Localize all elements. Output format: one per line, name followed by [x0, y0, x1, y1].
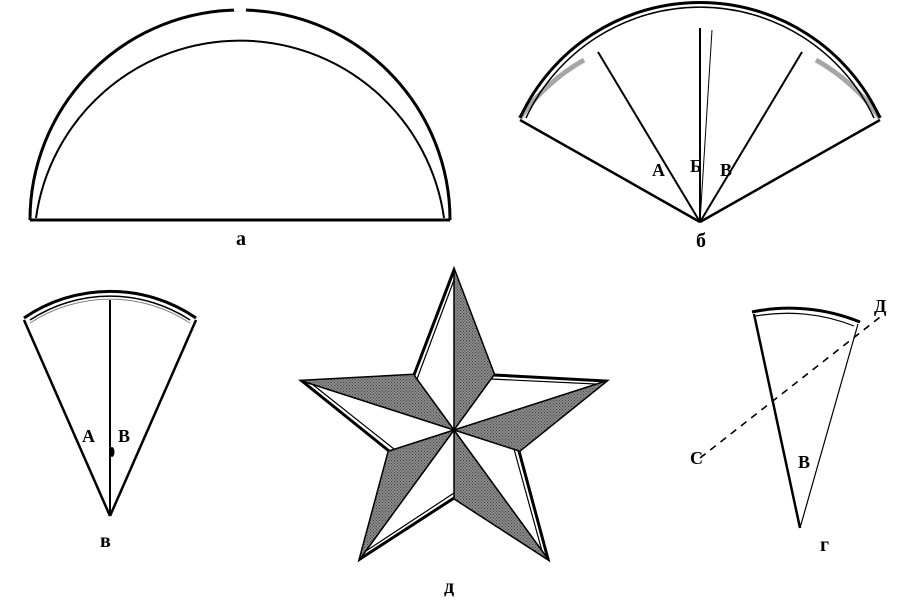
- b-letter-Б: Б: [690, 156, 702, 177]
- g-letter-В: В: [798, 452, 810, 473]
- panel-b: [520, 2, 880, 222]
- b-letter-A: А: [652, 160, 665, 181]
- panel-g: [700, 308, 884, 528]
- label-g: г: [820, 534, 829, 557]
- panel-v: [24, 291, 196, 516]
- v-letter-A: А: [82, 426, 95, 447]
- label-a: а: [236, 228, 246, 251]
- panel-a: [30, 10, 450, 220]
- label-d: д: [444, 576, 454, 599]
- g-letter-Д: Д: [874, 296, 886, 317]
- g-letter-С: С: [690, 448, 703, 469]
- v-letter-В: В: [118, 426, 130, 447]
- panel-d-star: [302, 270, 606, 559]
- label-b: б: [696, 230, 706, 253]
- diagram-canvas: [0, 0, 900, 611]
- label-v: в: [100, 530, 111, 553]
- b-letter-В: В: [720, 160, 732, 181]
